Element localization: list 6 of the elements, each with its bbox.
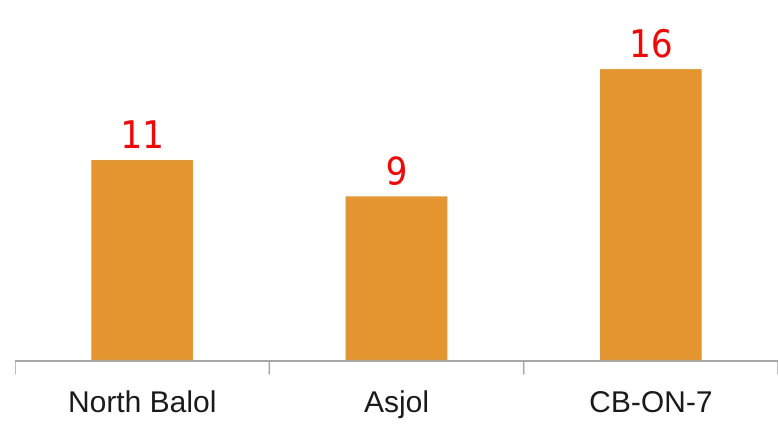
data-label: 9 [386,149,408,194]
data-label: 16 [629,22,673,66]
x-tick-label: North Balol [68,386,216,419]
x-tick-label: CB-ON-7 [589,386,712,419]
x-tick-label: Asjol [364,386,430,419]
data-label: 11 [120,113,164,157]
